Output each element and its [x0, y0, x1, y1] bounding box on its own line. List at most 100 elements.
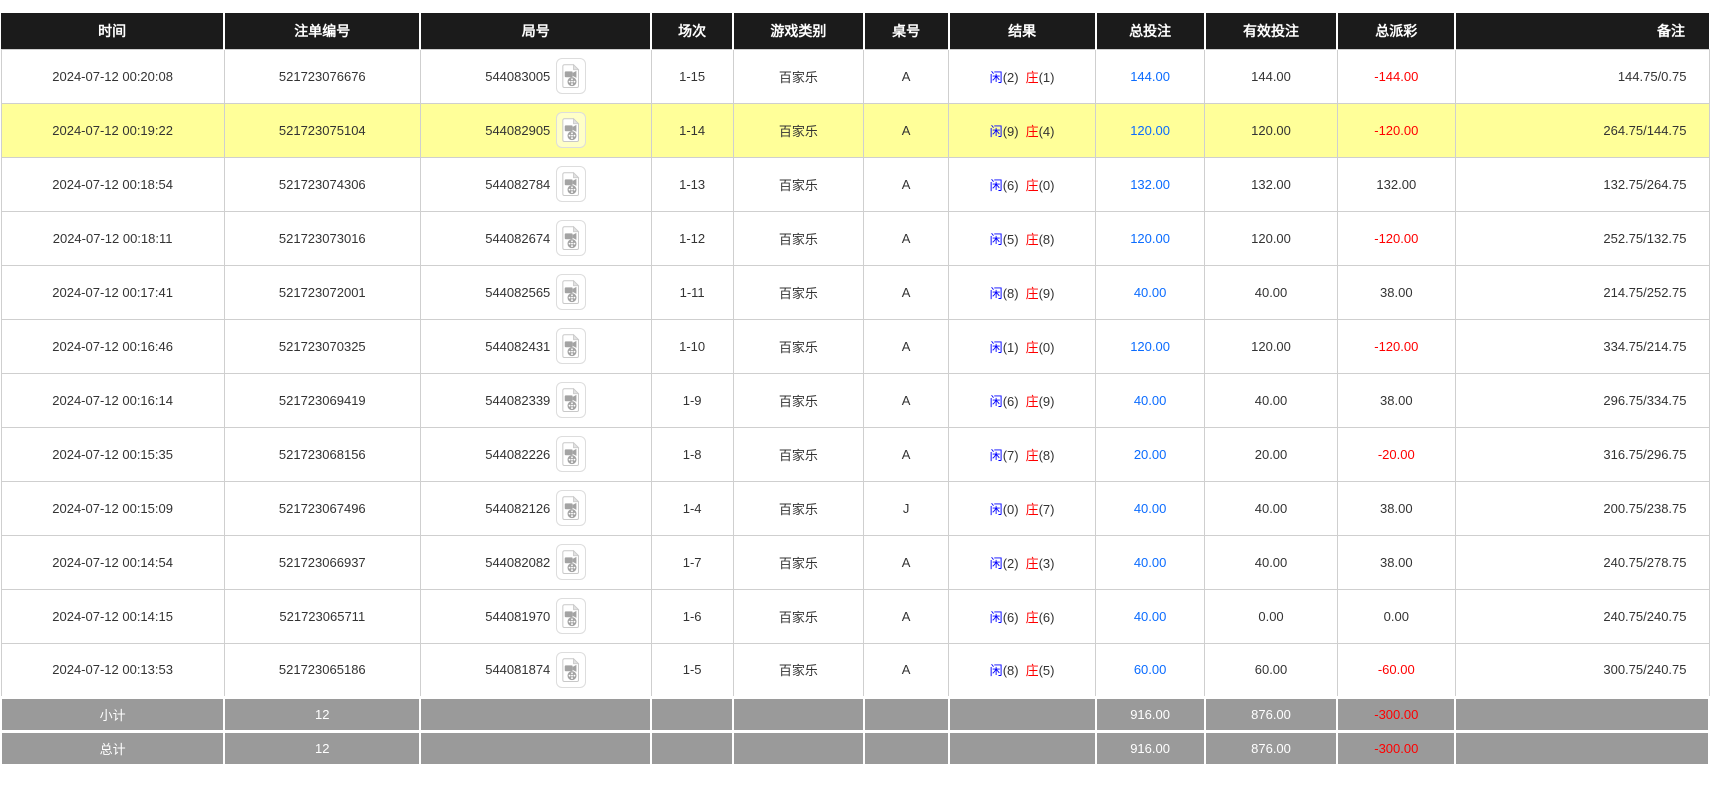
- total-payout: -300.00: [1336, 729, 1457, 766]
- banker-label: 庄: [1025, 609, 1039, 625]
- result-cell: 闲(7) 庄(8): [948, 426, 1097, 482]
- game-type: 百家乐: [778, 609, 818, 625]
- bet-id: 521723065711: [279, 608, 366, 624]
- round-id: 544082784: [485, 176, 551, 192]
- banker-count: (9): [1038, 393, 1055, 409]
- table-no: A: [901, 284, 911, 300]
- result-cell: 闲(2) 庄(3): [948, 534, 1097, 590]
- col-header-valid-bet: 有效投注: [1203, 13, 1338, 49]
- banker-label: 庄: [1025, 663, 1039, 678]
- bet-id: 521723076676: [278, 68, 366, 84]
- session: 1-4: [682, 500, 702, 516]
- player-label: 闲: [989, 285, 1003, 301]
- banker-count: (3): [1038, 555, 1055, 571]
- remark: 334.75/214.75: [1603, 338, 1687, 354]
- video-replay-button[interactable]: [556, 436, 587, 472]
- video-replay-button[interactable]: [556, 328, 587, 364]
- round-id: 544082905: [485, 122, 551, 138]
- video-replay-icon: [562, 495, 580, 520]
- bet-id: 521723069419: [278, 392, 366, 408]
- player-label: 闲: [989, 555, 1003, 571]
- table-no: A: [901, 230, 911, 246]
- game-type: 百家乐: [778, 177, 818, 193]
- table-row[interactable]: 2024-07-12 00:15:09 521723067496 5440821…: [0, 480, 1710, 536]
- video-replay-icon: [562, 549, 580, 574]
- total-bet: 144.00: [1130, 68, 1170, 84]
- total-bet: 40.00: [1133, 392, 1167, 408]
- table-row[interactable]: 2024-07-12 00:16:14 521723069419 5440823…: [0, 372, 1710, 428]
- player-count: (6): [1002, 609, 1019, 625]
- video-replay-button[interactable]: [556, 274, 587, 310]
- bet-time: 2024-07-12 00:14:15: [52, 608, 173, 624]
- banker-count: (8): [1038, 231, 1055, 247]
- player-count: (2): [1002, 69, 1019, 85]
- banker-label: 庄: [1025, 501, 1039, 517]
- video-replay-button[interactable]: [556, 166, 587, 202]
- payout: 38.00: [1380, 500, 1413, 516]
- game-type: 百家乐: [778, 555, 818, 571]
- valid-bet: 120.00: [1251, 230, 1291, 246]
- round-id-group: 544082339: [485, 382, 587, 418]
- video-replay-button[interactable]: [556, 58, 587, 94]
- bet-time: 2024-07-12 00:16:14: [52, 392, 173, 408]
- result-cell: 闲(2) 庄(1): [948, 48, 1097, 104]
- table-row[interactable]: 2024-07-12 00:14:15 521723065711 5440819…: [0, 588, 1710, 644]
- player-count: (7): [1002, 447, 1019, 463]
- remark: 144.75/0.75: [1617, 68, 1687, 84]
- valid-bet: 120.00: [1251, 338, 1291, 354]
- game-type: 百家乐: [778, 69, 818, 85]
- banker-label: 庄: [1025, 177, 1039, 193]
- player-count: (5): [1002, 231, 1019, 247]
- table-row[interactable]: 2024-07-12 00:16:46 521723070325 5440824…: [0, 318, 1710, 374]
- game-type: 百家乐: [778, 663, 818, 678]
- banker-count: (0): [1038, 177, 1055, 193]
- round-id: 544082431: [485, 338, 551, 354]
- table-no: A: [901, 554, 911, 570]
- player-count: (6): [1002, 393, 1019, 409]
- player-label: 闲: [989, 69, 1003, 85]
- valid-bet: 40.00: [1254, 554, 1288, 570]
- table-row[interactable]: 2024-07-12 00:14:54 521723066937 5440820…: [0, 534, 1710, 590]
- remark: 264.75/144.75: [1603, 122, 1687, 138]
- table-row[interactable]: 2024-07-12 00:19:22 521723075104 5440829…: [0, 102, 1710, 158]
- total-count: 12: [223, 729, 422, 766]
- table-row[interactable]: 2024-07-12 00:17:41 521723072001 5440825…: [0, 264, 1710, 320]
- bet-id: 521723068156: [278, 446, 366, 462]
- total-bet: 40.00: [1133, 500, 1167, 516]
- bet-id: 521723072001: [278, 284, 366, 300]
- round-id-group: 544082226: [485, 436, 587, 472]
- table-no: A: [901, 122, 911, 138]
- video-replay-button[interactable]: [556, 112, 587, 148]
- bet-id: 521723075104: [278, 122, 366, 138]
- table-row[interactable]: 2024-07-12 00:20:08 521723076676 5440830…: [0, 48, 1710, 104]
- col-header-bet-id: 注单编号: [223, 13, 421, 49]
- round-id: 544083005: [485, 68, 551, 84]
- video-replay-button[interactable]: [556, 490, 587, 526]
- video-replay-icon: [562, 63, 580, 88]
- round-id-group: 544083005: [485, 58, 587, 94]
- table-row[interactable]: 2024-07-12 00:18:54 521723074306 5440827…: [0, 156, 1710, 212]
- banker-count: (6): [1038, 609, 1055, 625]
- col-header-game-type: 游戏类别: [732, 13, 864, 49]
- video-replay-button[interactable]: [556, 220, 587, 256]
- table-row[interactable]: 2024-07-12 00:18:11 521723073016 5440826…: [0, 210, 1710, 266]
- video-replay-button[interactable]: [556, 651, 587, 688]
- video-replay-button[interactable]: [556, 598, 587, 634]
- session: 1-14: [679, 122, 706, 138]
- valid-bet: 0.00: [1258, 608, 1284, 624]
- video-replay-button[interactable]: [556, 544, 587, 580]
- table-row[interactable]: 2024-07-12 00:13:53 521723065186 5440818…: [0, 642, 1710, 698]
- table-row[interactable]: 2024-07-12 00:15:35 521723068156 5440822…: [0, 426, 1710, 482]
- round-id: 544082082: [485, 554, 551, 570]
- video-replay-button[interactable]: [556, 382, 587, 418]
- remark: 200.75/238.75: [1603, 500, 1687, 516]
- session: 1-5: [682, 662, 702, 677]
- session: 1-11: [679, 284, 705, 300]
- subtotal-valid-bet: 876.00: [1203, 695, 1339, 732]
- payout: 0.00: [1383, 608, 1409, 624]
- round-id-group: 544082784: [485, 166, 587, 202]
- remark: 240.75/278.75: [1603, 554, 1687, 570]
- total-bet: 40.00: [1133, 284, 1167, 300]
- table-no: J: [902, 500, 910, 516]
- round-id-group: 544082905: [485, 112, 587, 148]
